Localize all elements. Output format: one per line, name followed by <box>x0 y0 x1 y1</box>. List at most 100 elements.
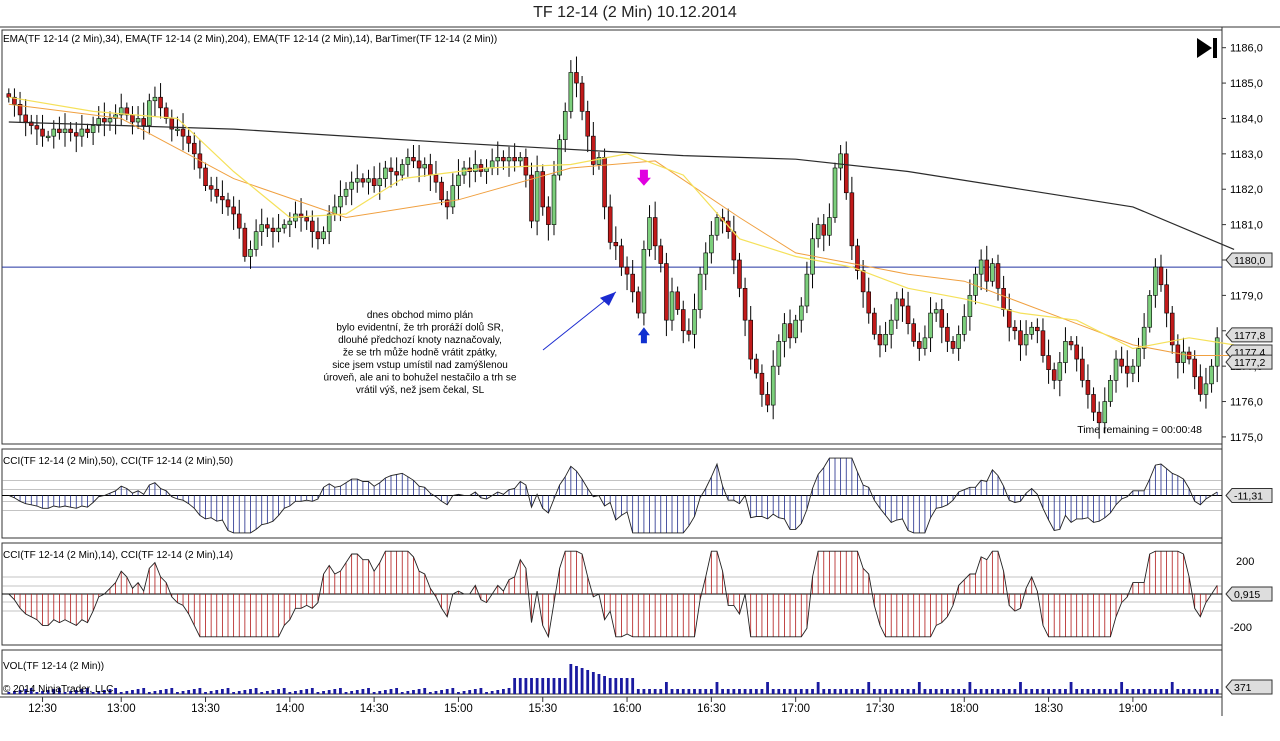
candle <box>248 249 253 257</box>
volume-bar <box>912 689 916 694</box>
annotation-arrow-line <box>542 291 617 351</box>
candle <box>298 213 304 218</box>
volume-bar <box>468 690 472 694</box>
volume-bar <box>479 688 483 694</box>
volume-bar <box>367 688 370 694</box>
candle <box>1063 341 1068 363</box>
skip-forward-icon[interactable] <box>1195 36 1219 60</box>
volume-bar <box>816 682 820 694</box>
candle <box>1080 358 1085 381</box>
candle <box>815 224 821 240</box>
volume-bar <box>451 688 455 694</box>
candle <box>1091 394 1096 413</box>
volume-bar <box>946 689 949 694</box>
candle <box>192 142 197 155</box>
copyright: © 2014 NinjaTrader, LLC <box>3 684 113 695</box>
panel-title-cci-14: CCI(TF 12-14 (2 Min),14), CCI(TF 12-14 (… <box>3 550 233 561</box>
volume-bar <box>97 691 101 694</box>
candle <box>860 270 866 293</box>
cover-arrow-icon <box>637 327 650 344</box>
candle <box>652 217 658 247</box>
candle <box>883 334 888 346</box>
volume-bar <box>1125 689 1129 694</box>
annotation-line: že se trh může hodně vrátit zpátky, <box>343 347 497 359</box>
candle <box>1158 266 1164 286</box>
candle <box>641 249 647 314</box>
volume-bar <box>462 691 466 694</box>
candle <box>208 185 214 190</box>
candle <box>23 114 28 123</box>
candle <box>512 157 517 162</box>
volume-bar <box>614 678 618 694</box>
volume-bar <box>794 689 798 694</box>
candle <box>236 213 242 229</box>
price-label: 1177,2 <box>1234 357 1265 369</box>
ema-204-line <box>8 121 1235 250</box>
candle <box>551 174 557 225</box>
volume-bar <box>271 690 275 694</box>
volume-bar <box>1176 689 1180 694</box>
candle <box>315 231 321 240</box>
volume-bar <box>170 688 174 694</box>
volume-bar <box>1024 689 1028 694</box>
volume-bar <box>687 689 691 694</box>
volume-bar <box>530 678 533 694</box>
candle <box>1203 383 1209 395</box>
volume-bar <box>1142 689 1146 694</box>
candle <box>1214 337 1220 367</box>
candle <box>1040 330 1046 356</box>
volume-bar <box>625 678 629 694</box>
x-tick-label: 19:00 <box>1118 703 1147 715</box>
candle <box>450 185 456 208</box>
candle <box>399 164 405 176</box>
candle <box>147 100 152 126</box>
candle <box>1018 330 1023 346</box>
volume-bar <box>440 690 443 694</box>
candle <box>978 259 984 275</box>
candle <box>827 217 832 236</box>
candle <box>79 128 85 137</box>
volume-bar <box>822 689 826 694</box>
volume-bar <box>383 690 387 694</box>
candle <box>849 192 855 247</box>
volume-bar <box>457 692 460 694</box>
x-tick-label: 14:00 <box>275 703 304 715</box>
x-tick-label: 12:30 <box>28 703 57 715</box>
volume-bar <box>1002 689 1006 694</box>
volume-bar <box>850 689 854 694</box>
volume-bar <box>496 690 500 694</box>
volume-bar <box>749 689 753 694</box>
volume-bar <box>1148 689 1152 694</box>
x-tick-label: 13:30 <box>191 703 220 715</box>
volume-bar <box>24 689 28 694</box>
volume-bar <box>569 664 573 694</box>
volume-bar <box>445 689 449 694</box>
candle <box>540 171 546 208</box>
volume-bar <box>872 689 876 694</box>
volume-bar <box>119 692 123 694</box>
volume-bar <box>1019 682 1022 694</box>
candle <box>259 224 264 232</box>
ema-14-line <box>8 96 1235 350</box>
candle <box>411 157 416 162</box>
candle <box>85 128 90 133</box>
volume-bar <box>305 689 309 694</box>
candle <box>967 295 973 317</box>
price-label: 1177,8 <box>1234 330 1265 342</box>
price-label-box <box>1225 354 1273 370</box>
candle <box>180 128 186 137</box>
candle <box>1136 348 1141 367</box>
candle <box>265 224 270 229</box>
annotation-line: vrátil výš, než jsem čekal, SL <box>356 385 485 396</box>
candle <box>416 160 422 169</box>
volume-bar <box>884 689 887 694</box>
candle <box>6 93 12 98</box>
candle <box>428 164 433 176</box>
candle <box>1006 309 1012 328</box>
candle <box>990 263 995 282</box>
volume-bar <box>74 690 78 694</box>
volume-bar <box>631 678 635 694</box>
candle <box>1108 380 1113 402</box>
volume-bar <box>35 692 39 694</box>
volume-bar <box>889 689 893 694</box>
